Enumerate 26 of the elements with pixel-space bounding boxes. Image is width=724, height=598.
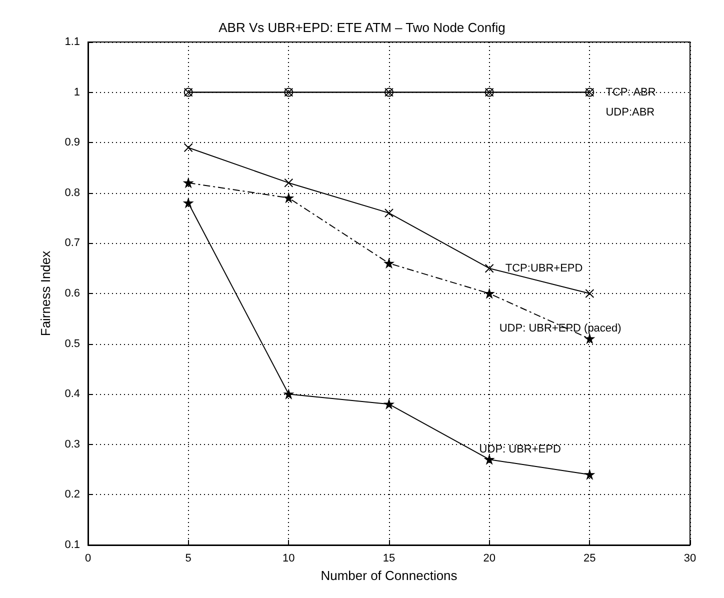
y-tick-label: 0.4: [64, 388, 80, 400]
y-tick-label: 0.3: [64, 438, 80, 450]
series-label: UDP: UBR+EPD (paced): [499, 322, 622, 335]
y-tick-label: 1.1: [64, 36, 80, 48]
y-tick-label: 1: [74, 86, 80, 98]
y-tick-label: 0.7: [64, 237, 80, 250]
series-label: TCP:UBR+EPD: [505, 262, 583, 274]
x-tick-label: 0: [84, 552, 92, 564]
y-tick-label: 0.2: [64, 488, 80, 501]
x-tick-label: 10: [282, 552, 295, 564]
chart-title: ABR Vs UBR+EPD: ETE ATM – Two Node Config: [218, 20, 506, 35]
y-tick-label: 0.9: [64, 136, 80, 149]
series-label: UDP: UBR+EPD: [479, 443, 561, 456]
series-label: TCP: ABR: [606, 86, 656, 98]
y-tick-label: 0.8: [64, 186, 80, 199]
x-tick-label: 20: [483, 552, 496, 564]
series-label: UDP:ABR: [606, 106, 655, 118]
y-axis-title: Fairness Index: [38, 250, 53, 336]
x-tick-label: 15: [382, 552, 396, 564]
x-axis-title: Number of Connections: [320, 568, 458, 583]
y-tick-label: 0.6: [64, 288, 80, 300]
x-tick-label: 5: [185, 552, 192, 564]
x-tick-label: 30: [684, 552, 696, 564]
y-tick-label: 0.1: [64, 539, 80, 551]
x-tick-label: 25: [584, 552, 596, 564]
y-tick-label: 0.5: [64, 338, 80, 350]
